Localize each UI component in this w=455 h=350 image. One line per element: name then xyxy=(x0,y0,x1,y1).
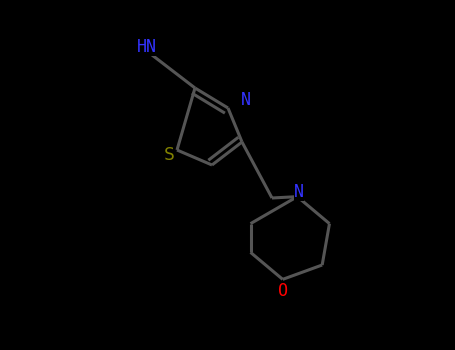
Text: N: N xyxy=(241,91,251,109)
Text: HN: HN xyxy=(137,38,157,56)
Text: N: N xyxy=(294,183,304,201)
Text: O: O xyxy=(278,282,288,300)
Text: S: S xyxy=(163,146,174,164)
